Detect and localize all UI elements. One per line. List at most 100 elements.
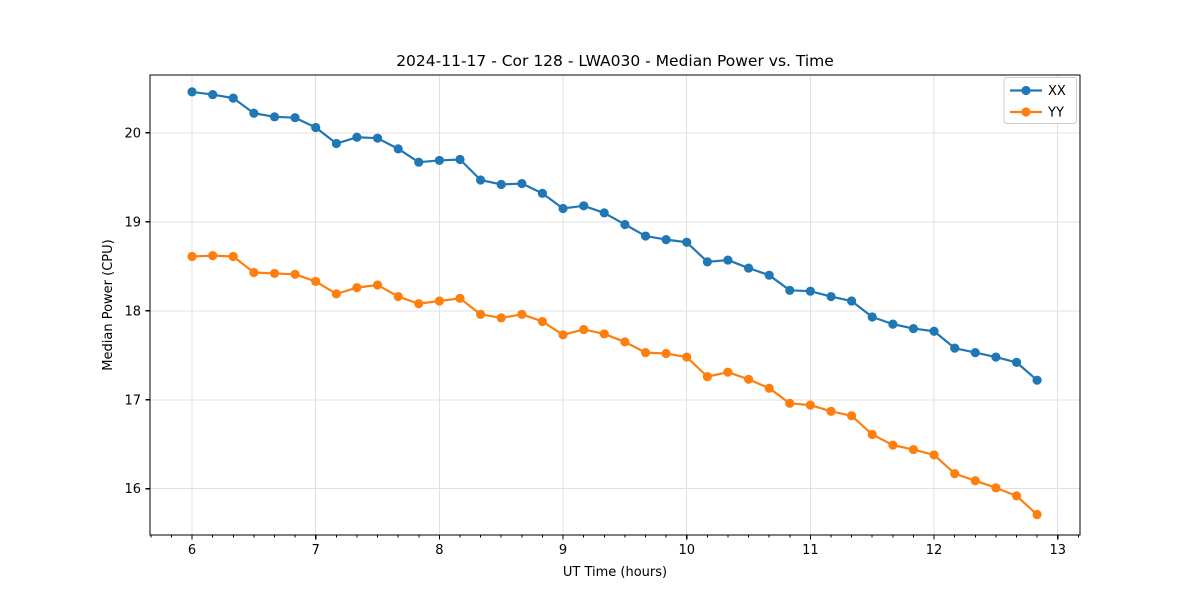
series-xx-marker xyxy=(414,157,424,167)
legend-layer: XX YY xyxy=(1003,77,1077,124)
legend-marker-sample xyxy=(1021,107,1031,117)
series-yy-marker xyxy=(640,348,651,358)
legend-item-yy: YY xyxy=(1010,106,1064,121)
series-yy-marker xyxy=(950,469,960,479)
x-axis-label: UT Time (hours) xyxy=(563,565,667,580)
series-yy-marker xyxy=(846,411,857,421)
series-xx-marker xyxy=(764,270,774,280)
series-yy-marker xyxy=(970,476,980,486)
series-xx-marker xyxy=(599,208,609,218)
y-tick-label: 19 xyxy=(124,215,141,230)
series-xx-marker xyxy=(496,179,506,190)
series-yy-marker xyxy=(908,444,919,455)
series-yy-marker xyxy=(888,440,898,450)
series-yy-marker xyxy=(1032,509,1042,520)
series-xx-marker xyxy=(908,323,919,334)
series-xx-marker xyxy=(249,108,259,118)
series-xx xyxy=(187,87,1042,385)
x-tick-label: 6 xyxy=(188,543,196,558)
series-xx-marker xyxy=(620,219,630,230)
axes-layer: 6 7 8 9 10 11 12 13 16 17 18 19 20 xyxy=(124,74,1081,558)
series-yy-marker xyxy=(517,309,527,319)
series-xx-marker xyxy=(888,319,898,329)
series-yy-marker xyxy=(805,400,815,410)
series-xx-marker xyxy=(743,263,754,273)
series-xx-marker xyxy=(991,352,1001,362)
series-yy-marker xyxy=(249,267,259,278)
series-xx-marker xyxy=(475,175,486,185)
series-xx-marker xyxy=(269,112,280,122)
series-yy-marker xyxy=(434,296,444,306)
series-xx-marker xyxy=(517,178,527,189)
legend-label: YY xyxy=(1047,106,1064,121)
series-yy-marker xyxy=(785,398,795,408)
series-yy-marker xyxy=(661,348,671,359)
series-yy-marker xyxy=(620,337,630,347)
series-xx-marker xyxy=(208,89,218,100)
series-xx-marker xyxy=(372,133,383,143)
series-xx-marker xyxy=(846,296,857,306)
grid-layer xyxy=(150,75,1080,535)
series-yy-marker xyxy=(599,329,609,339)
series-yy-marker xyxy=(579,324,589,335)
series-xx-marker xyxy=(537,188,548,198)
series-yy-marker xyxy=(331,289,341,299)
y-axis-label: Median Power (CPU) xyxy=(101,239,116,370)
series-yy-marker xyxy=(414,299,424,309)
series-yy-marker xyxy=(929,450,939,460)
series-yy-marker xyxy=(826,406,836,416)
series-xx-marker xyxy=(434,155,444,166)
series-xx-marker xyxy=(929,326,939,336)
y-tick-label: 17 xyxy=(124,393,141,408)
y-tick-label: 18 xyxy=(124,304,141,319)
series-xx-marker xyxy=(682,237,692,247)
series-xx-marker xyxy=(970,348,980,358)
legend-marker-sample xyxy=(1021,85,1031,96)
series-xx-marker xyxy=(393,144,403,154)
series-yy-marker xyxy=(1011,491,1022,501)
series-xx-marker xyxy=(1011,357,1022,367)
series-xx-marker xyxy=(723,255,733,265)
series-yy-marker xyxy=(682,352,692,362)
series-yy-marker xyxy=(352,283,362,293)
series-xx-marker xyxy=(331,138,341,149)
series-xx-marker xyxy=(311,122,321,133)
x-tick-label: 10 xyxy=(678,543,695,558)
series-yy-marker xyxy=(208,251,218,261)
series-yy xyxy=(187,251,1042,520)
series-yy-marker xyxy=(475,309,486,319)
series-yy-line xyxy=(190,254,1039,516)
y-tick-label: 16 xyxy=(124,482,141,497)
legend-item-xx: XX xyxy=(1010,84,1066,99)
x-tick-label: 7 xyxy=(312,543,320,558)
series-xx-marker xyxy=(805,286,815,296)
series-yy-marker xyxy=(372,280,383,290)
series-yy-marker xyxy=(496,313,506,323)
series-xx-marker xyxy=(640,231,651,241)
series-xx-marker xyxy=(785,285,795,295)
series-xx-marker xyxy=(702,257,712,267)
series-xx-marker xyxy=(187,87,197,97)
series-layer xyxy=(187,87,1042,520)
chart-title: 2024-11-17 - Cor 128 - LWA030 - Median P… xyxy=(396,52,834,70)
x-tick-label: 8 xyxy=(435,543,443,558)
series-xx-marker xyxy=(950,343,960,353)
plot-frame xyxy=(149,74,1081,536)
series-yy-marker xyxy=(228,251,238,262)
x-tick-label: 11 xyxy=(802,543,819,558)
legend-label: XX xyxy=(1048,84,1066,99)
series-yy-marker xyxy=(764,383,774,393)
series-yy-marker xyxy=(723,367,733,377)
series-xx-marker xyxy=(867,312,877,322)
series-yy-marker xyxy=(702,372,712,382)
series-yy-marker xyxy=(269,268,280,279)
series-xx-marker xyxy=(661,235,671,245)
series-yy-marker xyxy=(290,269,300,279)
series-yy-marker xyxy=(187,251,197,262)
series-yy-marker xyxy=(743,374,754,384)
series-xx-marker xyxy=(558,203,568,214)
series-xx-marker xyxy=(290,113,300,123)
series-yy-marker xyxy=(393,291,403,302)
